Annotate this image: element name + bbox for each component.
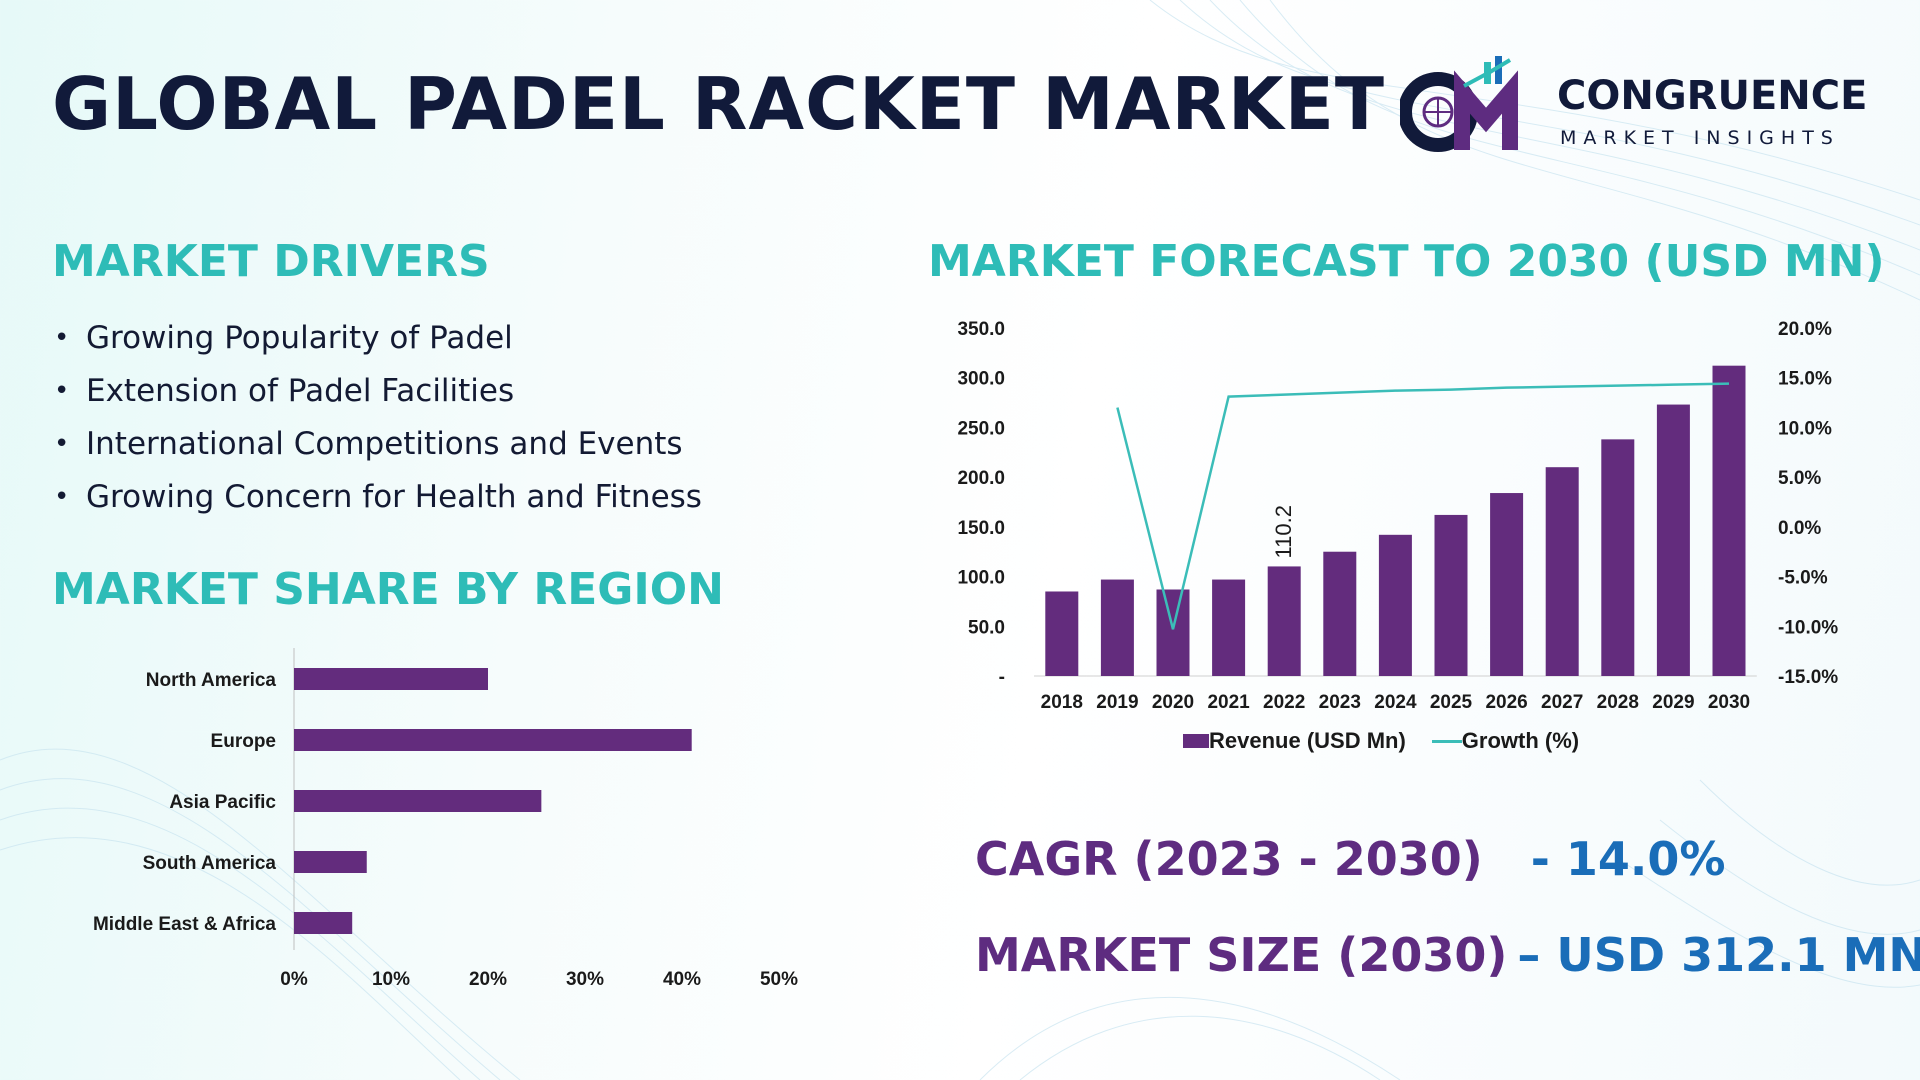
driver-item: Growing Concern for Health and Fitness	[52, 471, 702, 524]
region-label: Asia Pacific	[169, 792, 276, 813]
region-bar	[294, 912, 353, 934]
cagr-stat: CAGR (2023 - 2030) - 14.0%	[975, 832, 1725, 886]
year-tick: 2021	[1207, 692, 1250, 713]
revenue-bar	[1378, 534, 1412, 676]
market-size-value: – USD 312.1 MN	[1517, 928, 1920, 982]
driver-item: International Competitions and Events	[52, 418, 702, 471]
revenue-bar	[1545, 467, 1579, 676]
region-title: MARKET SHARE BY REGION	[52, 564, 724, 615]
right-y-tick: 10.0%	[1778, 418, 1832, 439]
drivers-title: MARKET DRIVERS	[52, 236, 490, 287]
region-label: Middle East & Africa	[93, 914, 276, 935]
left-y-tick: 200.0	[957, 468, 1005, 489]
logo-mark-icon	[1398, 56, 1518, 152]
right-y-tick: 5.0%	[1778, 468, 1821, 489]
drivers-list: Growing Popularity of Padel Extension of…	[52, 312, 702, 524]
left-y-tick: 150.0	[957, 518, 1005, 539]
revenue-bar	[1490, 493, 1524, 676]
growth-line	[1116, 382, 1730, 630]
left-y-tick: 250.0	[957, 418, 1005, 439]
region-x-tick: 0%	[280, 969, 308, 990]
left-y-tick: 50.0	[968, 617, 1005, 638]
left-y-tick: 300.0	[957, 369, 1005, 390]
region-label: South America	[143, 853, 277, 874]
legend-bar-label: Revenue (USD Mn)	[1209, 728, 1406, 754]
region-x-tick: 20%	[469, 969, 507, 990]
right-y-tick: -15.0%	[1778, 667, 1838, 688]
driver-item: Growing Popularity of Padel	[52, 312, 702, 365]
region-bar	[294, 790, 542, 812]
region-bar	[294, 668, 488, 690]
page-title: GLOBAL PADEL RACKET MARKET	[52, 62, 1386, 146]
year-tick: 2019	[1096, 692, 1138, 713]
region-label: North America	[146, 670, 277, 691]
right-y-tick: -5.0%	[1778, 568, 1828, 589]
market-size-stat: MARKET SIZE (2030) – USD 312.1 MN	[975, 928, 1920, 982]
forecast-title: MARKET FORECAST TO 2030 (USD MN)	[928, 236, 1885, 287]
region-bar	[294, 729, 692, 751]
revenue-bar	[1267, 566, 1301, 676]
logo-name: CONGRUENCE	[1557, 73, 1868, 119]
left-y-tick: 350.0	[957, 319, 1005, 340]
company-logo: CONGRUENCE MARKET INSIGHTS	[1398, 52, 1880, 162]
region-bar-chart: North America Europe Asia Pacific South Ame…	[93, 648, 798, 990]
right-y-tick: 15.0%	[1778, 369, 1832, 390]
forecast-combo-chart: - 50.0 100.0 150.0 200.0 250.0 300.0 350.0 -15.0…	[957, 319, 1838, 713]
cagr-value: - 14.0%	[1530, 832, 1726, 886]
left-y-tick: 100.0	[957, 568, 1005, 589]
region-label: Europe	[211, 731, 276, 752]
year-tick: 2018	[1041, 692, 1083, 713]
right-y-tick: 20.0%	[1778, 319, 1832, 340]
right-y-tick: 0.0%	[1778, 518, 1821, 539]
revenue-bar	[1212, 579, 1246, 676]
logo-subtitle: MARKET INSIGHTS	[1560, 127, 1840, 149]
region-x-tick: 50%	[760, 969, 798, 990]
year-tick: 2030	[1708, 692, 1750, 713]
year-tick: 2025	[1430, 692, 1473, 713]
year-tick: 2024	[1374, 692, 1417, 713]
revenue-bar	[1601, 439, 1635, 676]
year-tick: 2022	[1263, 692, 1305, 713]
revenue-bar	[1045, 591, 1079, 676]
revenue-bar	[1156, 589, 1190, 676]
right-y-tick: -10.0%	[1778, 617, 1838, 638]
legend-line-label: Growth (%)	[1461, 728, 1580, 754]
region-x-tick: 30%	[566, 969, 604, 990]
revenue-bar	[1323, 551, 1357, 676]
chart-legend: Revenue (USD Mn) Growth (%)	[1183, 727, 1579, 754]
revenue-bar	[1656, 404, 1690, 676]
year-tick: 2026	[1485, 692, 1527, 713]
revenue-data-label: 110.2	[1271, 505, 1296, 558]
year-tick: 2020	[1152, 692, 1194, 713]
year-tick: 2023	[1319, 692, 1361, 713]
legend-bar-swatch	[1183, 734, 1209, 749]
left-y-tick: -	[999, 667, 1005, 688]
year-tick: 2029	[1652, 692, 1694, 713]
driver-item: Extension of Padel Facilities	[52, 365, 702, 418]
legend-line-swatch	[1431, 739, 1462, 743]
market-size-label: MARKET SIZE (2030)	[975, 928, 1508, 982]
revenue-bar	[1712, 365, 1746, 676]
region-bar	[294, 851, 367, 873]
revenue-bar	[1100, 579, 1134, 676]
region-x-tick: 10%	[372, 969, 410, 990]
revenue-bar	[1434, 514, 1468, 676]
year-tick: 2027	[1541, 692, 1583, 713]
cagr-label: CAGR (2023 - 2030)	[975, 832, 1483, 886]
year-tick: 2028	[1597, 692, 1639, 713]
region-x-tick: 40%	[663, 969, 701, 990]
